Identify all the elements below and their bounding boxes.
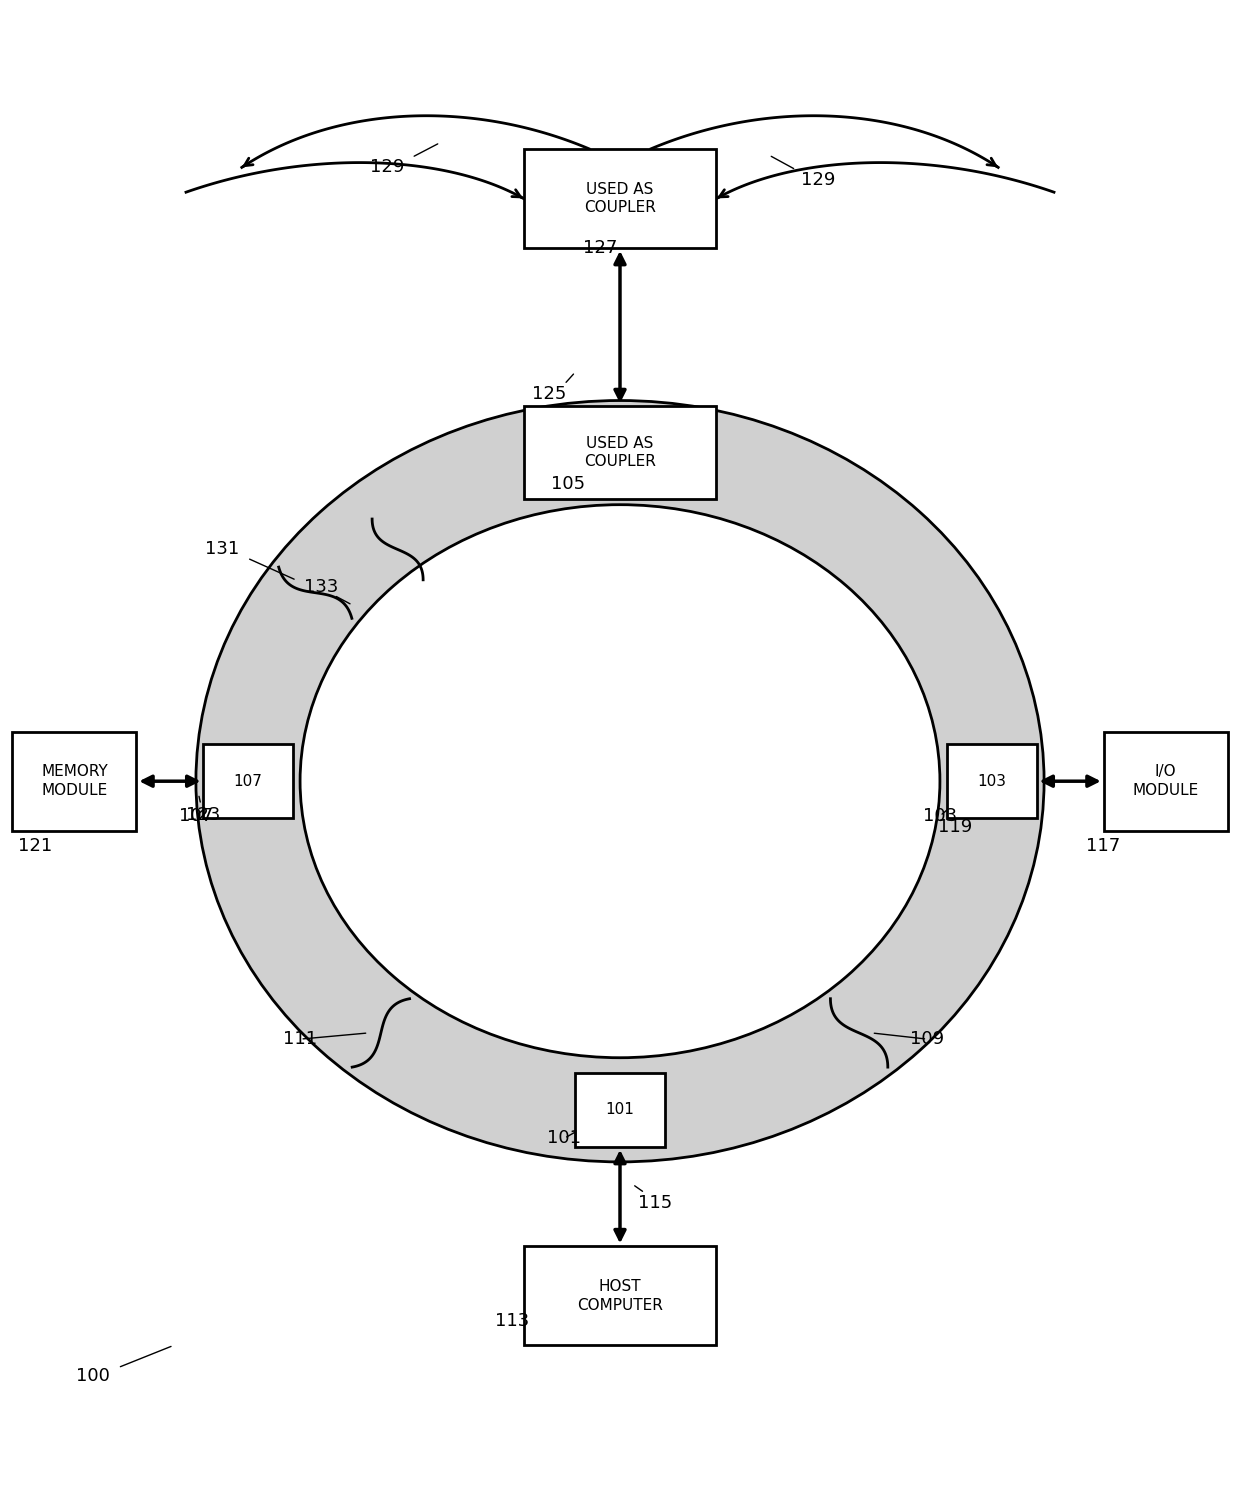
Text: 127: 127	[583, 240, 618, 257]
Text: 119: 119	[937, 818, 972, 836]
Text: HOST
COMPUTER: HOST COMPUTER	[577, 1280, 663, 1312]
Text: USED AS
COUPLER: USED AS COUPLER	[584, 436, 656, 469]
Text: USED AS
COUPLER: USED AS COUPLER	[584, 182, 656, 216]
Text: 103: 103	[977, 774, 1007, 789]
Bar	[523, 406, 715, 498]
Text: 111: 111	[283, 1030, 317, 1048]
Bar	[523, 1247, 715, 1345]
Text: 129: 129	[801, 171, 836, 189]
Text: 131: 131	[205, 540, 239, 558]
Text: 117: 117	[1086, 836, 1121, 854]
Text: MEMORY
MODULE: MEMORY MODULE	[41, 765, 108, 798]
Text: I/O
MODULE: I/O MODULE	[1132, 765, 1199, 798]
Text: 101: 101	[605, 1103, 635, 1117]
Text: 109: 109	[910, 1030, 945, 1048]
Text: 103: 103	[923, 806, 957, 824]
Text: 105: 105	[551, 475, 585, 493]
Text: 129: 129	[370, 158, 404, 177]
Bar	[1104, 732, 1228, 830]
Text: 100: 100	[76, 1367, 110, 1385]
Bar	[523, 149, 715, 248]
Text: 125: 125	[532, 385, 567, 403]
Bar	[947, 744, 1037, 818]
Text: 107: 107	[179, 806, 213, 824]
Bar	[203, 744, 293, 818]
Text: 123: 123	[186, 805, 221, 824]
Text: 107: 107	[233, 774, 263, 789]
Bar	[575, 1073, 665, 1147]
Text: 133: 133	[304, 577, 339, 595]
Ellipse shape	[196, 400, 1044, 1162]
Text: 113: 113	[495, 1311, 529, 1330]
Bar	[12, 732, 136, 830]
Text: 115: 115	[637, 1193, 672, 1211]
Text: 101: 101	[547, 1129, 582, 1147]
Text: 121: 121	[17, 836, 52, 854]
Ellipse shape	[300, 504, 940, 1058]
